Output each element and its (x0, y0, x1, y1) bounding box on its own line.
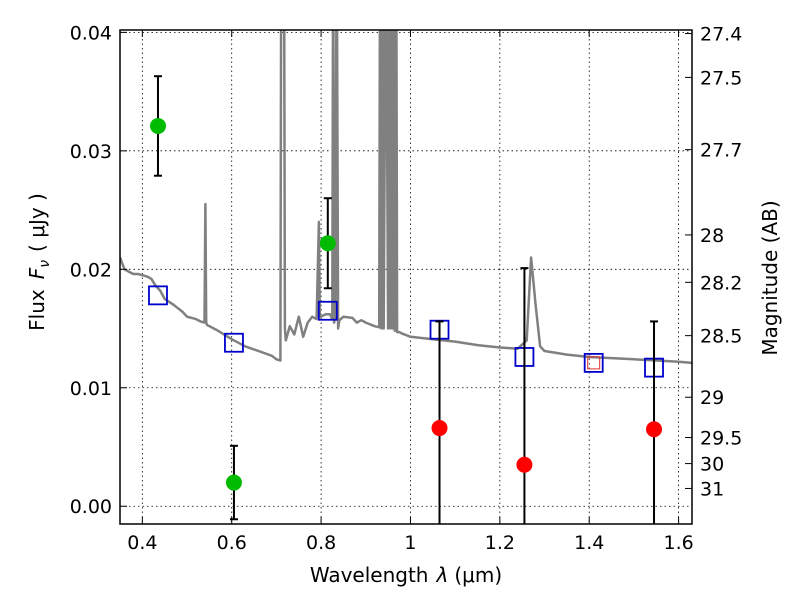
highlight-square (587, 356, 601, 370)
x-axis-label-math: λ (436, 563, 449, 587)
measured-flux-point (149, 117, 166, 134)
y-tick-label: 0.00 (70, 496, 112, 518)
y-tick-label: 0.02 (70, 259, 112, 281)
y-axis-label: Flux Fν ( μJy ) (25, 193, 53, 331)
marks-layer (148, 75, 664, 524)
y-tick-label: 0.04 (70, 22, 112, 44)
model-flux-square (317, 300, 338, 321)
ticks: 0.4 0.6 0.8 1 1.2 1.4 1.6 0.00 0.01 0.02 0.03 0.04 2… (70, 22, 743, 554)
upper-limit-point (431, 420, 448, 437)
x-tick-label: 1.6 (663, 532, 693, 554)
x-tick-label: 0.4 (127, 532, 157, 554)
plot-frame (119, 29, 693, 525)
x-axis-label: Wavelength λ (μm) (310, 563, 502, 587)
x-tick-label: 1 (404, 532, 416, 554)
y-axis-label-unit: ( μJy ) (25, 193, 49, 252)
y2-tick-label: 31 (700, 478, 724, 500)
x-tick-label: 0.8 (306, 532, 336, 554)
y2-tick-label: 29.5 (700, 428, 742, 450)
x-tick-label: 1.4 (574, 532, 604, 554)
y2-tick-label: 28.5 (700, 326, 742, 348)
x-axis-label-text: Wavelength (310, 563, 429, 587)
y-axis-label-text: Flux (25, 289, 49, 331)
y-tick-label: 0.01 (70, 378, 112, 400)
model-flux-square (148, 285, 168, 306)
x-tick-label: 0.6 (217, 532, 247, 554)
y2-tick-label: 28 (700, 225, 724, 247)
grid (120, 30, 692, 524)
y2-axis-label: Magnitude (AB) (758, 200, 782, 355)
y2-tick-label: 27.7 (700, 140, 742, 162)
y-axis-label-math-sub: ν (37, 260, 53, 268)
upper-limit-point (646, 421, 663, 438)
x-tick-label: 1.2 (485, 532, 515, 554)
upper-limit-point (516, 456, 533, 473)
y2-tick-label: 27.5 (700, 67, 742, 89)
y2-tick-label: 29 (700, 387, 724, 409)
y2-tick-label: 28.2 (700, 272, 742, 294)
y-axis-label-math: F (25, 267, 49, 279)
measured-flux-point (225, 474, 242, 491)
plot-background (120, 30, 692, 524)
x-axis-label-unit: (μm) (454, 563, 502, 587)
model-flux-square (224, 332, 244, 353)
model-flux-square (583, 352, 604, 373)
measured-flux-point (319, 235, 336, 252)
y-tick-label: 0.03 (70, 141, 112, 163)
y2-tick-label: 30 (700, 454, 724, 476)
y2-tick-label: 27.4 (700, 24, 742, 46)
